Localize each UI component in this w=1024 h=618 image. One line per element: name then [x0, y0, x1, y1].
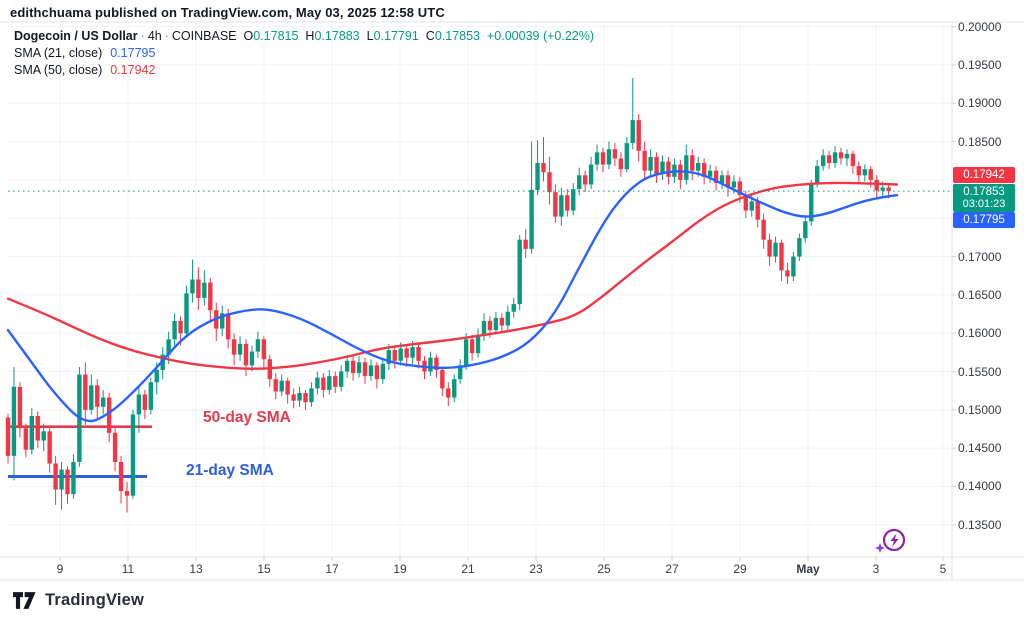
price-axis-label: 0.17000 — [958, 249, 1002, 264]
time-axis-label: 9 — [56, 562, 64, 576]
sma21-legend-row[interactable]: SMA (21, close) 0.17795 — [14, 45, 594, 62]
price-axis-label: 0.15000 — [958, 402, 1002, 417]
sma50-legend-row[interactable]: SMA (50, close) 0.17942 — [14, 62, 594, 79]
sparkle-icon — [875, 543, 885, 553]
price-axis-label: 0.14500 — [958, 441, 1002, 456]
sma50-price-badge: 0.17942 — [953, 167, 1015, 183]
annotation-21-day-sma[interactable]: 21-day SMA — [186, 462, 274, 479]
time-axis-label: 19 — [393, 562, 407, 576]
time-axis-label: 25 — [597, 562, 611, 576]
time-axis-label: 3 — [872, 562, 880, 576]
price-axis-label: 0.15500 — [958, 364, 1002, 379]
legend: Dogecoin / US Dollar · 4h · COINBASE O0.17815… — [14, 28, 594, 79]
sma21-value: 0.17795 — [110, 46, 156, 60]
sma50-value: 0.17942 — [110, 63, 156, 77]
high-value: 0.17883 — [314, 29, 360, 43]
legend-separator: · — [140, 29, 145, 43]
symbol-title[interactable]: Dogecoin / US Dollar — [14, 29, 138, 43]
tradingview-watermark-text: TradingView — [45, 591, 145, 609]
open-value: 0.17815 — [253, 29, 299, 43]
change-value: +0.00039 (+0.22%) — [487, 29, 595, 43]
close-letter: C — [425, 29, 435, 43]
candles-series — [5, 77, 891, 513]
flash-event-icon[interactable] — [868, 526, 908, 556]
time-axis-label: 27 — [665, 562, 679, 576]
open-letter: O — [243, 29, 254, 43]
annotation-50-day-sma[interactable]: 50-day SMA — [203, 409, 291, 426]
time-axis-label: May — [796, 562, 820, 576]
sma-50-line[interactable] — [6, 181, 899, 370]
price-axis-label: 0.16500 — [958, 287, 1002, 302]
last-price-badge: 0.17853 03:01:23 — [953, 184, 1015, 212]
price-axis-label: 0.14000 — [958, 479, 1002, 494]
time-axis-label: 23 — [529, 562, 543, 576]
price-axis-label: 0.13500 — [958, 517, 1002, 532]
sma21-label: SMA (21, close) — [14, 46, 103, 60]
bar-countdown: 03:01:23 — [962, 198, 1006, 210]
time-axis-label: 29 — [733, 562, 747, 576]
tradingview-logo-icon — [13, 592, 36, 609]
low-letter: L — [366, 29, 374, 43]
low-value: 0.17791 — [373, 29, 419, 43]
symbol-legend-row[interactable]: Dogecoin / US Dollar · 4h · COINBASE O0.17815… — [14, 28, 594, 45]
sma21-price-badge: 0.17795 — [953, 212, 1015, 228]
tradingview-watermark[interactable]: TradingView — [13, 591, 144, 610]
last-price-value: 0.17853 — [963, 186, 1005, 198]
time-axis-label: 17 — [325, 562, 339, 576]
sma50-label: SMA (50, close) — [14, 63, 103, 77]
exchange-label: COINBASE — [171, 29, 237, 43]
price-axis-label: 0.19000 — [958, 96, 1002, 111]
time-axis-label: 15 — [257, 562, 271, 576]
close-value: 0.17853 — [434, 29, 480, 43]
price-axis-label: 0.20000 — [958, 19, 1002, 34]
time-axis-label: 5 — [939, 562, 947, 576]
gridlines — [8, 22, 952, 557]
interval-label[interactable]: 4h — [147, 29, 162, 43]
price-axis-label: 0.18500 — [958, 134, 1002, 149]
lightning-bolt-icon — [890, 533, 899, 547]
price-axis-label: 0.19500 — [958, 57, 1002, 72]
legend-separator: · — [164, 29, 169, 43]
byline: edithchuama published on TradingView.com… — [10, 5, 445, 20]
pane-borders — [0, 21, 1024, 581]
time-axis-label: 11 — [121, 562, 135, 576]
price-axis-label: 0.16000 — [958, 326, 1002, 341]
time-axis-label: 13 — [189, 562, 203, 576]
high-letter: H — [305, 29, 315, 43]
sma-21-line[interactable] — [6, 170, 899, 423]
time-axis-label: 21 — [461, 562, 475, 576]
